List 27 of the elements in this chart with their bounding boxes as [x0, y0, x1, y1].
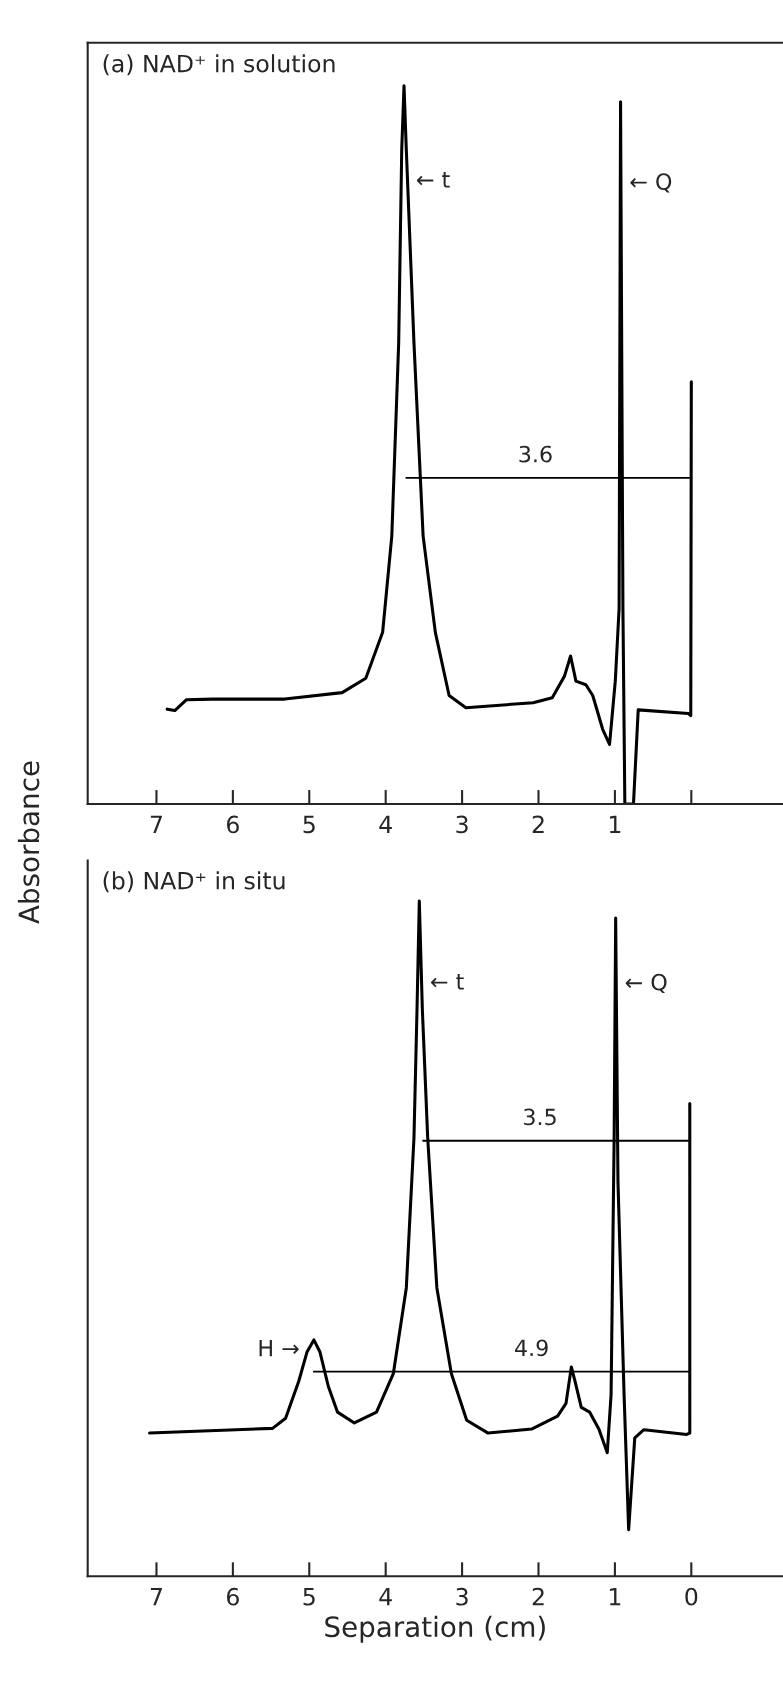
x-tick-label: 4 — [379, 815, 392, 833]
x-tick-label: 4 — [379, 1588, 392, 1606]
x-tick-label: 1 — [609, 815, 621, 833]
x-tick-label: 5 — [303, 1588, 315, 1606]
x-tick-label: 6 — [227, 815, 239, 834]
x-tick-label: 2 — [532, 1587, 544, 1606]
annotation: 3.6 — [519, 445, 552, 463]
annotation: ← t — [431, 973, 464, 990]
x-tick-label: 3 — [456, 1587, 468, 1606]
annotation: ← t — [416, 171, 450, 188]
annotation: H → — [259, 1339, 299, 1357]
x-tick-label: 7 — [150, 1588, 162, 1606]
chart-title: (a) NAD⁺ in solution — [103, 54, 335, 76]
x-tick-label: 5 — [303, 815, 315, 834]
x-tick-label: 2 — [532, 815, 544, 833]
x-tick-label: 6 — [227, 1587, 239, 1606]
annotation: ← Q — [630, 173, 672, 193]
x-tick-label: 0 — [685, 1587, 698, 1606]
chart-title: (b) NAD⁺ in situ — [103, 871, 285, 893]
x-axis-title: Separation (cm) — [325, 1615, 545, 1643]
x-tick-label: 3 — [456, 815, 468, 834]
annotation: 3.5 — [524, 1108, 556, 1126]
y-axis-title: Absorbance — [17, 761, 40, 924]
x-tick-label: 1 — [609, 1588, 621, 1606]
annotation: 4.9 — [515, 1339, 548, 1357]
x-tick-label: 7 — [150, 815, 162, 833]
annotation: ← Q — [625, 973, 667, 994]
